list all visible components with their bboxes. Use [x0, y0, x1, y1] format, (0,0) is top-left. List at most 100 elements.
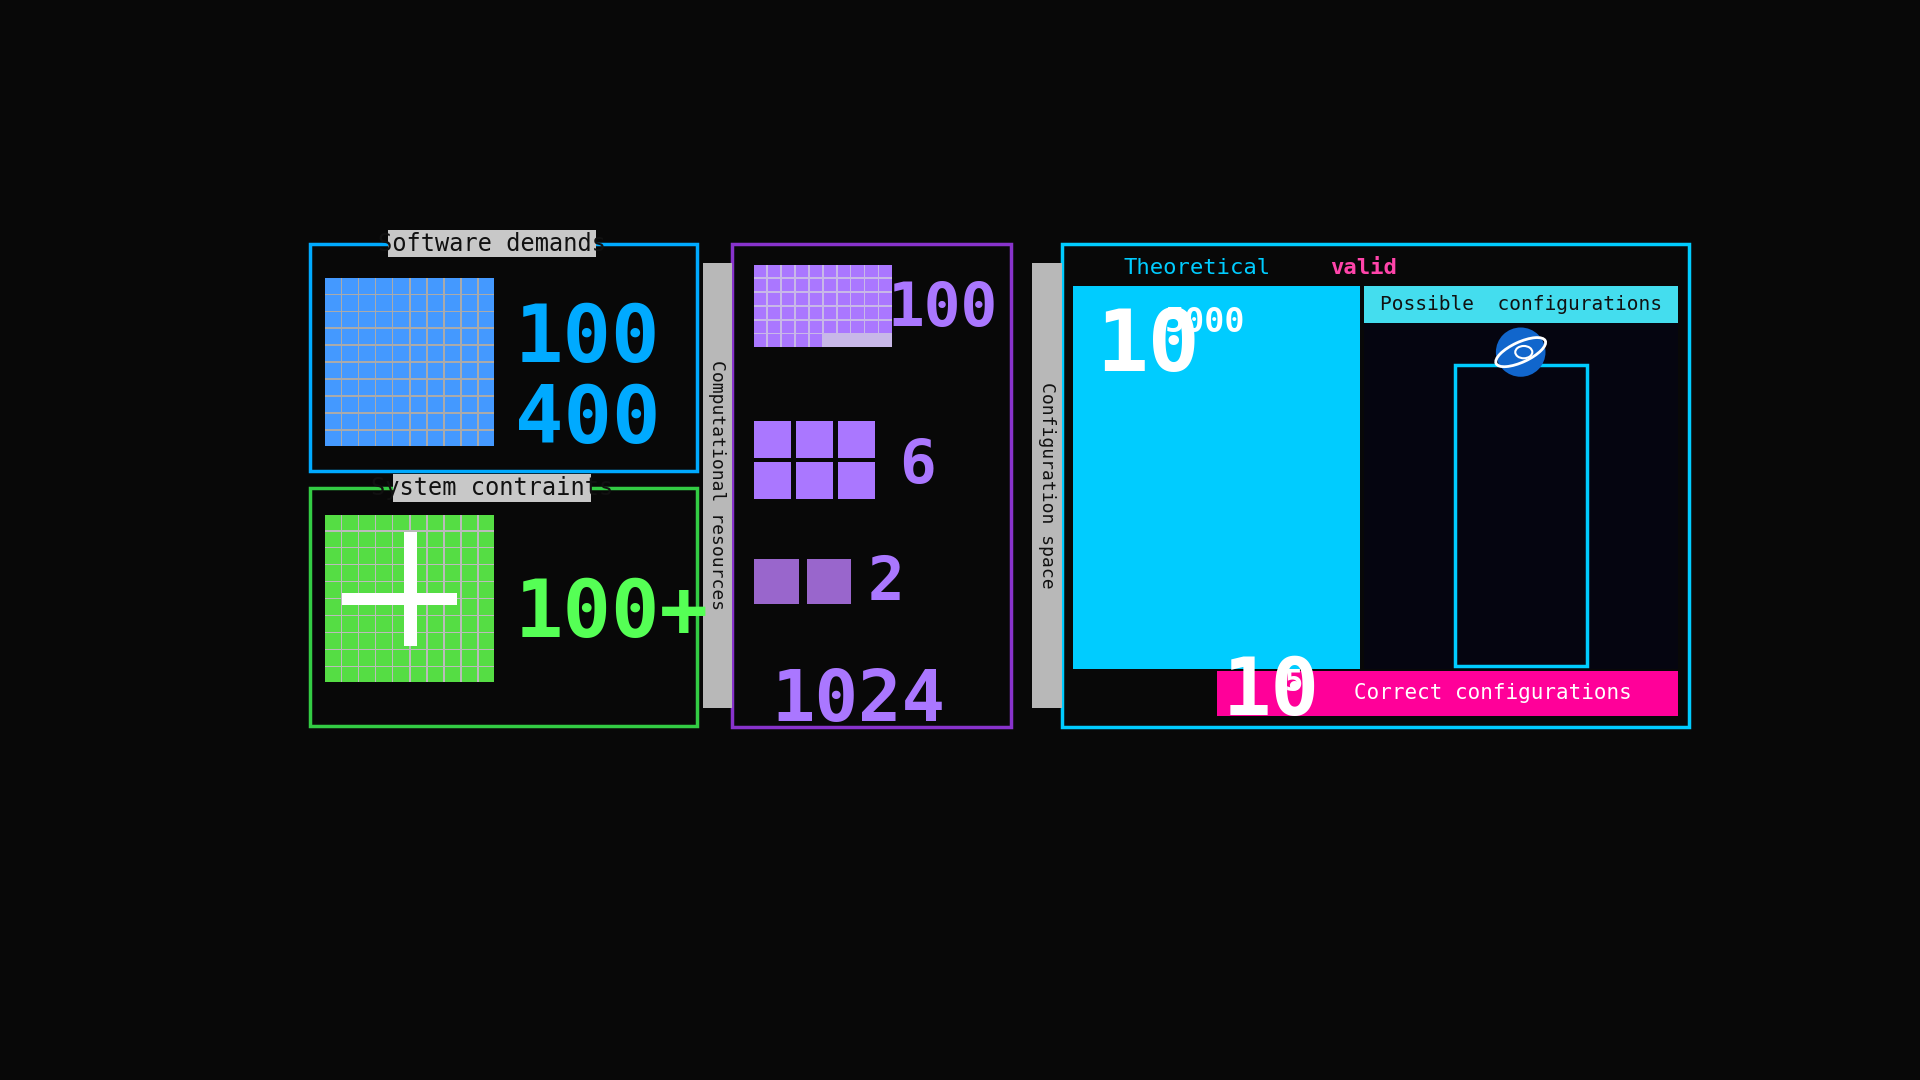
- Bar: [376, 667, 392, 683]
- Text: Computational resources: Computational resources: [708, 361, 726, 610]
- Bar: [781, 321, 795, 333]
- Bar: [394, 566, 409, 581]
- Bar: [1073, 286, 1359, 670]
- Bar: [824, 293, 835, 306]
- Bar: [428, 346, 444, 362]
- Bar: [394, 312, 409, 327]
- Bar: [411, 279, 426, 294]
- Bar: [810, 279, 822, 292]
- Bar: [461, 363, 478, 378]
- Bar: [342, 295, 357, 311]
- Bar: [461, 329, 478, 345]
- Bar: [478, 617, 493, 632]
- Bar: [342, 329, 357, 345]
- Bar: [755, 421, 791, 458]
- Bar: [1062, 244, 1690, 727]
- Bar: [837, 321, 851, 333]
- Bar: [376, 566, 392, 581]
- Bar: [324, 599, 340, 615]
- Bar: [359, 582, 374, 597]
- Bar: [461, 431, 478, 446]
- Text: 5: 5: [1284, 667, 1304, 697]
- Bar: [394, 414, 409, 429]
- Bar: [755, 559, 851, 604]
- Bar: [824, 307, 835, 319]
- Bar: [342, 599, 357, 615]
- Bar: [795, 335, 808, 347]
- Bar: [461, 549, 478, 564]
- Bar: [394, 363, 409, 378]
- Bar: [795, 279, 808, 292]
- Bar: [755, 559, 799, 604]
- Bar: [768, 321, 780, 333]
- Bar: [411, 312, 426, 327]
- Bar: [394, 531, 409, 546]
- Bar: [342, 431, 357, 446]
- Bar: [428, 363, 444, 378]
- Bar: [394, 633, 409, 649]
- Bar: [755, 421, 876, 499]
- Bar: [394, 650, 409, 665]
- Bar: [359, 346, 374, 362]
- Bar: [376, 380, 392, 395]
- Circle shape: [1496, 327, 1546, 377]
- Bar: [394, 549, 409, 564]
- Text: valid: valid: [1331, 258, 1398, 279]
- Bar: [359, 295, 374, 311]
- Bar: [342, 650, 357, 665]
- Bar: [359, 667, 374, 683]
- Bar: [478, 396, 493, 413]
- Bar: [879, 279, 891, 292]
- Bar: [445, 617, 461, 632]
- Bar: [411, 514, 426, 530]
- Text: 5000: 5000: [1165, 307, 1244, 339]
- Bar: [837, 307, 851, 319]
- Bar: [394, 514, 409, 530]
- Bar: [461, 566, 478, 581]
- Bar: [445, 414, 461, 429]
- Bar: [866, 321, 877, 333]
- Bar: [376, 514, 392, 530]
- Bar: [866, 335, 877, 347]
- Bar: [411, 363, 426, 378]
- Bar: [755, 265, 766, 278]
- Bar: [342, 396, 357, 413]
- Bar: [781, 279, 795, 292]
- Bar: [837, 462, 876, 499]
- Bar: [376, 531, 392, 546]
- Bar: [376, 279, 392, 294]
- Bar: [428, 380, 444, 395]
- Bar: [342, 633, 357, 649]
- Bar: [824, 335, 835, 347]
- Bar: [866, 307, 877, 319]
- Text: 2: 2: [868, 554, 904, 613]
- Bar: [394, 474, 591, 501]
- Bar: [324, 617, 340, 632]
- Bar: [324, 514, 340, 530]
- Bar: [478, 431, 493, 446]
- Bar: [445, 514, 461, 530]
- Bar: [1363, 286, 1678, 323]
- Bar: [866, 265, 877, 278]
- Bar: [851, 293, 864, 306]
- Bar: [324, 431, 340, 446]
- Bar: [768, 265, 780, 278]
- Bar: [376, 312, 392, 327]
- Bar: [411, 650, 426, 665]
- Text: System contraints: System contraints: [371, 475, 612, 500]
- Bar: [324, 514, 493, 683]
- Bar: [411, 566, 426, 581]
- Bar: [324, 346, 340, 362]
- Bar: [342, 531, 357, 546]
- Bar: [837, 265, 851, 278]
- Bar: [445, 633, 461, 649]
- Bar: [445, 380, 461, 395]
- Bar: [851, 307, 864, 319]
- Bar: [376, 363, 392, 378]
- Bar: [428, 295, 444, 311]
- Bar: [324, 549, 340, 564]
- Bar: [461, 599, 478, 615]
- Bar: [478, 279, 493, 294]
- Bar: [445, 531, 461, 546]
- Bar: [795, 421, 833, 458]
